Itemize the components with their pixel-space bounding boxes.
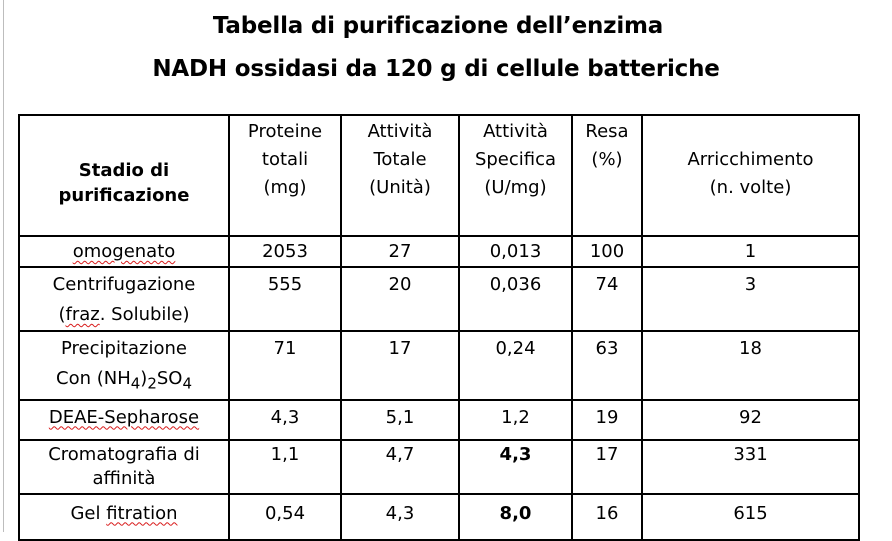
header-stage-line2: purificazione: [58, 184, 190, 206]
cell-activity: 5,1: [340, 398, 460, 441]
cell-stage: Gel fitration: [18, 492, 230, 541]
cell-enrichment: 1: [641, 235, 860, 268]
stage-line1: Precipitazione: [61, 338, 187, 359]
header-protein-line2: totali: [261, 149, 309, 170]
cell-protein: 2053: [228, 235, 342, 268]
cell-specific: 4,3: [458, 438, 573, 495]
cell-yield: 19: [571, 398, 643, 441]
cell-stage: Cromatografia di affinità: [18, 438, 230, 495]
header-activity-line3: (Unità): [369, 177, 431, 198]
stage-label-b: fitration: [106, 502, 178, 524]
table-row: Precipitazione Con (NH4)2SO4 71 17 0,24 …: [18, 330, 860, 401]
title-line-1: Tabella di purificazione dell’enzima: [212, 13, 664, 39]
cell-yield: 100: [571, 235, 643, 268]
header-activity: Attività Totale (Unità): [340, 114, 460, 237]
header-specific: Attività Specifica (U/mg): [458, 114, 573, 237]
cell-stage: Precipitazione Con (NH4)2SO4: [18, 330, 230, 401]
stage-line2-b: ): [140, 368, 148, 389]
header-protein: Proteine totali (mg): [228, 114, 342, 237]
header-yield: Resa (%): [571, 114, 643, 237]
cell-specific: 0,013: [458, 235, 573, 268]
purification-table: Stadio di purificazione Proteine totali …: [18, 114, 860, 541]
subscript: 4: [130, 374, 141, 393]
cell-stage: Centrifugazione (fraz. Solubile): [18, 266, 230, 332]
stage-line2-a: Con (NH: [56, 368, 131, 389]
stage-line2: affinità: [92, 467, 156, 489]
header-stage: Stadio di purificazione: [18, 114, 230, 237]
header-protein-line3: (mg): [263, 177, 307, 198]
header-enrich-line2: (n. volte): [709, 177, 792, 198]
cell-protein: 555: [228, 266, 342, 332]
cell-enrichment: 3: [641, 266, 860, 332]
cell-specific: 8,0: [458, 492, 573, 541]
table-header-row: Stadio di purificazione Proteine totali …: [18, 114, 860, 237]
cell-enrichment: 331: [641, 438, 860, 495]
cell-protein: 4,3: [228, 398, 342, 441]
cell-activity: 20: [340, 266, 460, 332]
cell-activity: 4,7: [340, 438, 460, 495]
page-left-border: [3, 0, 4, 532]
table-row: Gel fitration 0,54 4,3 8,0 16 615: [18, 492, 860, 541]
cell-yield: 74: [571, 266, 643, 332]
header-stage-line1: Stadio di: [78, 159, 170, 181]
cell-specific: 1,2: [458, 398, 573, 441]
cell-yield: 16: [571, 492, 643, 541]
header-specific-line1: Attività: [483, 121, 548, 142]
cell-activity: 27: [340, 235, 460, 268]
table-row: Centrifugazione (fraz. Solubile) 555 20 …: [18, 266, 860, 332]
cell-yield: 63: [571, 330, 643, 401]
cell-enrichment: 18: [641, 330, 860, 401]
header-protein-line1: Proteine: [247, 121, 323, 142]
subscript: 2: [147, 374, 157, 393]
cell-stage: omogenato: [18, 235, 230, 268]
subscript: 4: [182, 374, 192, 393]
cell-activity: 17: [340, 330, 460, 401]
header-enrichment: Arricchimento (n. volte): [641, 114, 860, 237]
cell-activity: 4,3: [340, 492, 460, 541]
cell-enrichment: 615: [641, 492, 860, 541]
table-row: Cromatografia di affinità 1,1 4,7 4,3 17…: [18, 438, 860, 495]
table-row: omogenato 2053 27 0,013 100 1: [18, 235, 860, 268]
cell-specific: 0,24: [458, 330, 573, 401]
header-activity-line2: Totale: [373, 149, 427, 170]
stage-line1: Centrifugazione: [52, 274, 196, 295]
cell-specific: 0,036: [458, 266, 573, 332]
table-row: DEAE-Sepharose 4,3 5,1 1,2 19 92: [18, 398, 860, 441]
stage-line1: Cromatografia di: [48, 443, 200, 465]
header-enrich-line1: Arricchimento: [687, 149, 814, 170]
cell-protein: 0,54: [228, 492, 342, 541]
stage-line2-c: SO: [156, 368, 183, 389]
header-yield-line2: (%): [591, 149, 623, 170]
cell-protein: 71: [228, 330, 342, 401]
header-specific-line2: Specifica: [474, 149, 557, 170]
stage-line2-rest: . Solubile): [99, 304, 190, 325]
cell-yield: 17: [571, 438, 643, 495]
title-line-2: NADH ossidasi da 120 g di cellule batter…: [152, 56, 720, 82]
stage-line2-open: (: [58, 304, 66, 325]
stage-label: DEAE-Sepharose: [48, 406, 200, 428]
header-specific-line3: (U/mg): [484, 177, 547, 198]
cell-enrichment: 92: [641, 398, 860, 441]
stage-label: omogenato: [72, 241, 176, 262]
header-activity-line1: Attività: [367, 121, 433, 142]
stage-line2-abbrev: fraz: [65, 304, 100, 325]
stage-label-a: Gel: [70, 502, 107, 524]
header-yield-line1: Resa: [585, 121, 629, 142]
cell-protein: 1,1: [228, 438, 342, 495]
cell-stage: DEAE-Sepharose: [18, 398, 230, 441]
